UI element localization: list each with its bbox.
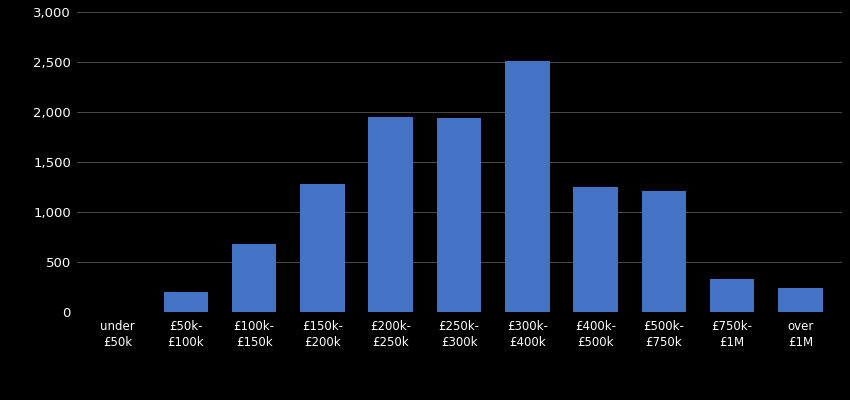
Bar [437, 118, 481, 312]
Bar [574, 187, 618, 312]
Bar [300, 184, 344, 312]
Bar [163, 292, 208, 312]
Bar [232, 244, 276, 312]
Bar [369, 117, 413, 312]
Bar [779, 288, 823, 312]
Bar [505, 61, 549, 312]
Bar [710, 279, 755, 312]
Bar [642, 191, 686, 312]
